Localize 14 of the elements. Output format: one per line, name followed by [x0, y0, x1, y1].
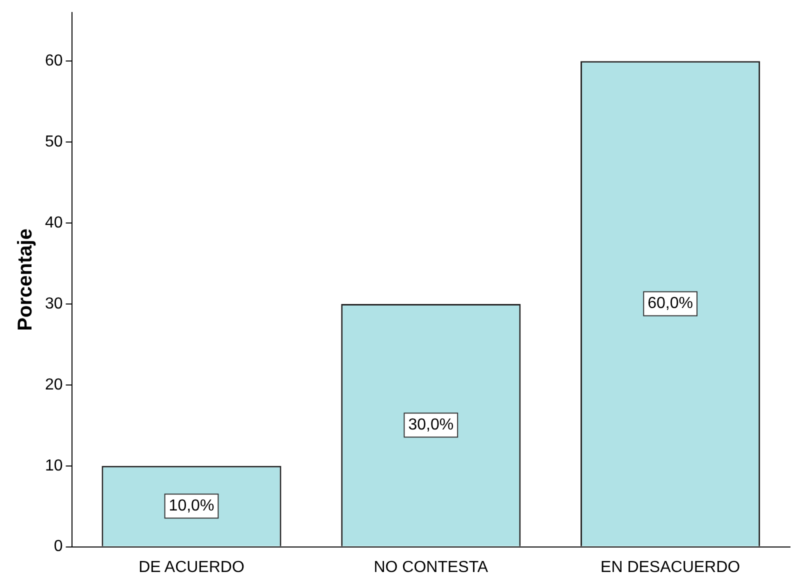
data-label: 30,0% [408, 416, 454, 434]
x-tick-label: NO CONTESTA [374, 558, 488, 576]
data-label: 10,0% [168, 497, 214, 514]
y-tick-label: 60 [45, 52, 63, 70]
y-tick-label: 30 [45, 295, 63, 312]
y-tick-label: 50 [45, 134, 63, 151]
y-tick-label: 0 [54, 538, 63, 556]
x-tick-label: DE ACUERDO [138, 558, 244, 576]
y-axis-title: Porcentaje [14, 228, 37, 331]
y-tick-label: 20 [45, 376, 63, 394]
x-tick-label: EN DESACUERDO [600, 558, 740, 576]
y-tick-label: 40 [45, 214, 63, 232]
y-tick-label: 10 [45, 457, 63, 474]
data-label: 60,0% [648, 295, 693, 312]
